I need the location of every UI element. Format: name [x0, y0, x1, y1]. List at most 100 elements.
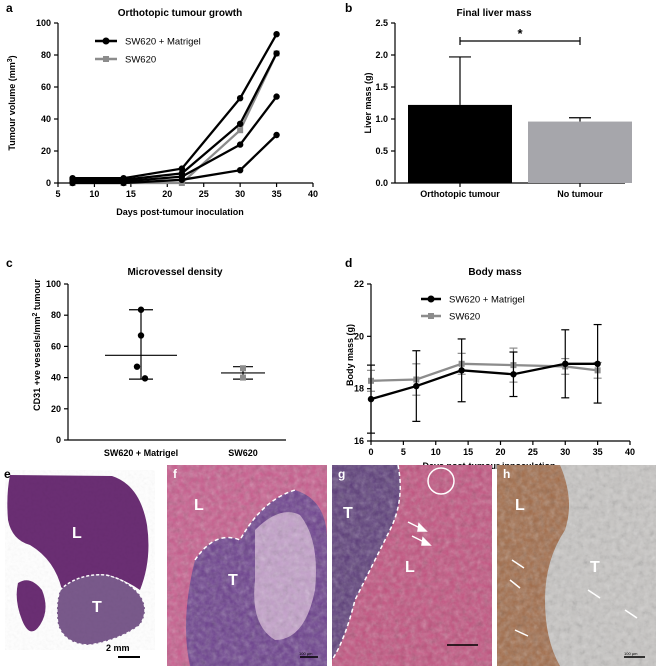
x-tick-label: 5 [401, 447, 406, 457]
panel-c-ylabel-sup: 2 [32, 313, 39, 317]
data-point [273, 131, 280, 139]
data-point [236, 120, 244, 128]
arrow-icon [407, 521, 432, 546]
bar [528, 121, 632, 183]
x-tick-label: 15 [126, 189, 136, 199]
micrograph-f: f L T 100 µm [167, 465, 327, 666]
micrograph-f-scale-label: 100 µm [299, 651, 313, 656]
micrograph-g: g T L [332, 465, 492, 666]
panel-a-legend: SW620 + Matrigel SW620 [95, 37, 201, 66]
data-point [273, 93, 280, 100]
y-tick-label: 0.0 [375, 178, 388, 188]
panel-letter-e: e [4, 467, 11, 481]
micrograph-g-texture [332, 465, 492, 666]
x-tick-label: 20 [162, 189, 172, 199]
data-point [273, 50, 280, 57]
micrograph-h: h L T 100 µm [497, 465, 656, 666]
micrograph-h-scale-label: 100 µm [624, 651, 638, 656]
series-line [72, 33, 278, 180]
y-tick-label: 60 [51, 341, 61, 351]
panel-letter-g: g [338, 467, 345, 481]
x-tick-label: 20 [495, 447, 505, 457]
data-point [273, 31, 280, 38]
arrow-icon [509, 559, 638, 637]
micrograph-h-texture [497, 465, 656, 666]
x-tick-label: 40 [308, 189, 318, 199]
data-point [178, 165, 186, 172]
micrograph-h-label-t: T [590, 559, 600, 576]
micrograph-g-label-t: T [343, 505, 353, 522]
legend-grey-marker [428, 313, 434, 319]
data-point [178, 176, 186, 183]
micrograph-e-scale-label: 2 mm [106, 643, 130, 653]
micrograph-g-label-l: L [405, 559, 415, 576]
data-point [240, 374, 246, 381]
panel-letter-f: f [173, 467, 178, 481]
legend-label-matrigel: SW620 + Matrigel [125, 37, 201, 48]
data-point [510, 371, 517, 378]
panel-b-chart: Final liver mass Liver mass (g) * [363, 8, 581, 134]
data-point [69, 179, 76, 187]
y-tick-label: 22 [354, 279, 364, 289]
significance-star: * [517, 26, 523, 41]
data-point [141, 375, 149, 382]
y-tick-label: 100 [46, 279, 61, 289]
data-point [367, 395, 375, 403]
x-tick-label: Orthotopic tumour [420, 189, 500, 199]
y-tick-label: 2.0 [375, 50, 388, 60]
y-tick-label: 18 [354, 384, 364, 394]
data-point [240, 365, 246, 372]
legend-grey-marker [103, 56, 109, 62]
panel-a-ylabel-sup: 3 [7, 58, 14, 62]
y-tick-label: 1.5 [375, 82, 388, 92]
x-tick-label: 25 [199, 189, 209, 199]
series-line [370, 362, 598, 401]
panel-d-title: Body mass [468, 267, 522, 278]
x-tick-label: 5 [55, 189, 60, 199]
y-tick-label: 20 [51, 404, 61, 414]
y-tick-label: 60 [41, 82, 51, 92]
x-tick-label: 30 [235, 189, 245, 199]
panel-a-ylabel: Tumour volume (mm3) [7, 55, 18, 150]
y-tick-label: 40 [41, 114, 51, 124]
x-tick-label: 40 [625, 447, 635, 457]
panel-c-ylabel: CD31 +ve vessels/mm2 tumour [32, 279, 43, 411]
panel-b-ylabel: Liver mass (g) [363, 72, 373, 133]
legend-black-marker [427, 295, 435, 303]
micrograph-e-label-t: T [92, 599, 102, 616]
y-tick-label: 0 [46, 178, 51, 188]
legend-label-sw620: SW620 [449, 312, 480, 323]
series-line [370, 362, 598, 382]
data-point [137, 306, 145, 313]
x-tick-label: 30 [560, 447, 570, 457]
data-point [120, 179, 127, 187]
micrograph-f-texture [167, 465, 327, 666]
panel-a-title: Orthotopic tumour growth [118, 8, 242, 19]
panel-letter-a: a [6, 1, 13, 15]
y-tick-label: 1.0 [375, 114, 388, 124]
data-point [133, 363, 141, 370]
panel-d-legend: SW620 + Matrigel SW620 [421, 295, 525, 323]
y-tick-label: 0.5 [375, 146, 388, 156]
micrograph-g-highlight-circle [427, 467, 455, 495]
chart-marks: 5 10 15 20 25 30 35 400204060801000.00.51.01.52… [36, 18, 635, 458]
data-point [236, 141, 244, 148]
panel-letter-d: d [345, 256, 352, 270]
liver-texture [5, 470, 155, 650]
micrograph-h-label-l: L [515, 497, 525, 514]
data-point [237, 127, 244, 134]
panel-a-xlabel: Days post-tumour inoculation [116, 207, 244, 217]
bar [408, 104, 512, 183]
data-point [594, 360, 601, 368]
micrograph-f-label-l: L [194, 497, 204, 514]
panel-letter-b: b [345, 1, 352, 15]
x-tick-label: 15 [463, 447, 473, 457]
x-tick-label: SW620 [228, 448, 258, 458]
panel-letter-c: c [6, 256, 13, 270]
data-point [458, 367, 465, 374]
legend-label-sw620: SW620 [125, 55, 156, 66]
legend-label-matrigel: SW620 + Matrigel [449, 295, 525, 306]
x-tick-label: SW620 + Matrigel [104, 448, 178, 458]
panel-a-chart: Orthotopic tumour growth Days post-tumou… [7, 8, 244, 217]
